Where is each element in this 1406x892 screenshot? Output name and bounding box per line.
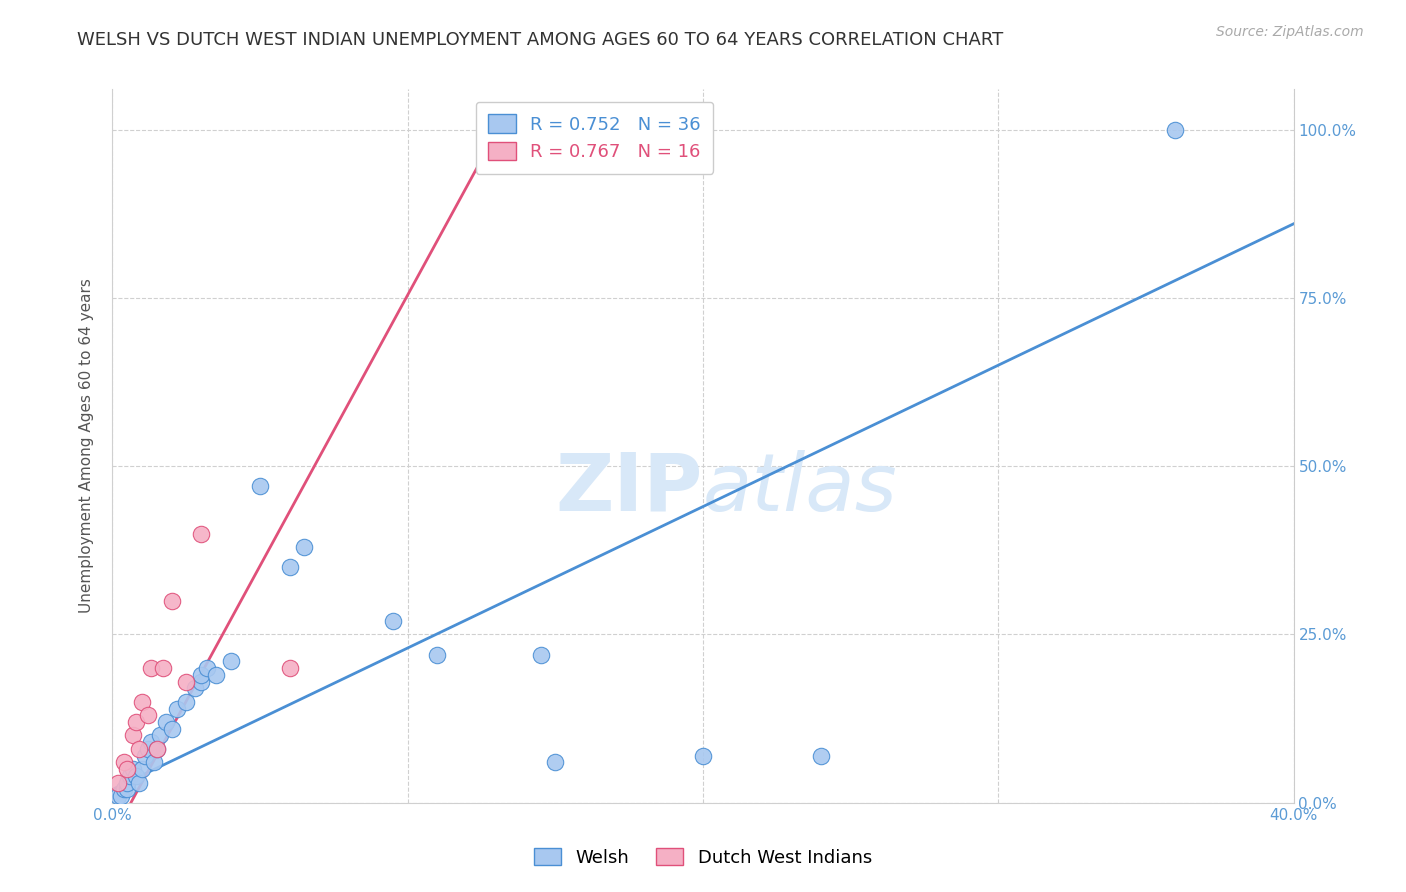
Point <box>152 661 174 675</box>
Legend: R = 0.752   N = 36, R = 0.767   N = 16: R = 0.752 N = 36, R = 0.767 N = 16 <box>475 102 713 174</box>
Point <box>149 729 172 743</box>
Point <box>117 775 138 789</box>
Point <box>128 775 150 789</box>
Point <box>107 789 129 803</box>
Point <box>142 756 165 770</box>
Point <box>426 648 449 662</box>
Point <box>146 742 169 756</box>
Point <box>174 695 197 709</box>
Point <box>112 782 135 797</box>
Point <box>139 661 162 675</box>
Point <box>292 540 315 554</box>
Point <box>249 479 271 493</box>
Point <box>195 661 218 675</box>
Point <box>125 714 148 729</box>
Point <box>278 661 301 675</box>
Point <box>146 742 169 756</box>
Point <box>134 748 156 763</box>
Point <box>485 122 508 136</box>
Point <box>122 729 145 743</box>
Point <box>184 681 207 696</box>
Point <box>1164 122 1187 136</box>
Point <box>190 526 212 541</box>
Point <box>529 648 551 662</box>
Point <box>190 674 212 689</box>
Text: Source: ZipAtlas.com: Source: ZipAtlas.com <box>1216 25 1364 39</box>
Point <box>136 742 159 756</box>
Y-axis label: Unemployment Among Ages 60 to 64 years: Unemployment Among Ages 60 to 64 years <box>79 278 94 614</box>
Point <box>382 614 405 628</box>
Point <box>174 674 197 689</box>
Point <box>107 775 129 789</box>
Point <box>128 742 150 756</box>
Point <box>810 748 832 763</box>
Point <box>136 708 159 723</box>
Point <box>117 762 138 776</box>
Point <box>117 782 138 797</box>
Point <box>122 762 145 776</box>
Point <box>692 748 714 763</box>
Point <box>219 655 242 669</box>
Point <box>112 756 135 770</box>
Text: atlas: atlas <box>703 450 898 528</box>
Text: WELSH VS DUTCH WEST INDIAN UNEMPLOYMENT AMONG AGES 60 TO 64 YEARS CORRELATION CH: WELSH VS DUTCH WEST INDIAN UNEMPLOYMENT … <box>77 31 1004 49</box>
Point <box>155 714 177 729</box>
Point <box>544 756 567 770</box>
Point <box>110 789 132 803</box>
Point <box>160 722 183 736</box>
Point <box>190 668 212 682</box>
Point <box>125 769 148 783</box>
Point <box>205 668 228 682</box>
Point <box>160 594 183 608</box>
Point <box>166 701 188 715</box>
Text: ZIP: ZIP <box>555 450 703 528</box>
Point <box>120 769 142 783</box>
Point <box>131 695 153 709</box>
Legend: Welsh, Dutch West Indians: Welsh, Dutch West Indians <box>527 841 879 874</box>
Point <box>278 560 301 574</box>
Point <box>131 762 153 776</box>
Point <box>139 735 162 749</box>
